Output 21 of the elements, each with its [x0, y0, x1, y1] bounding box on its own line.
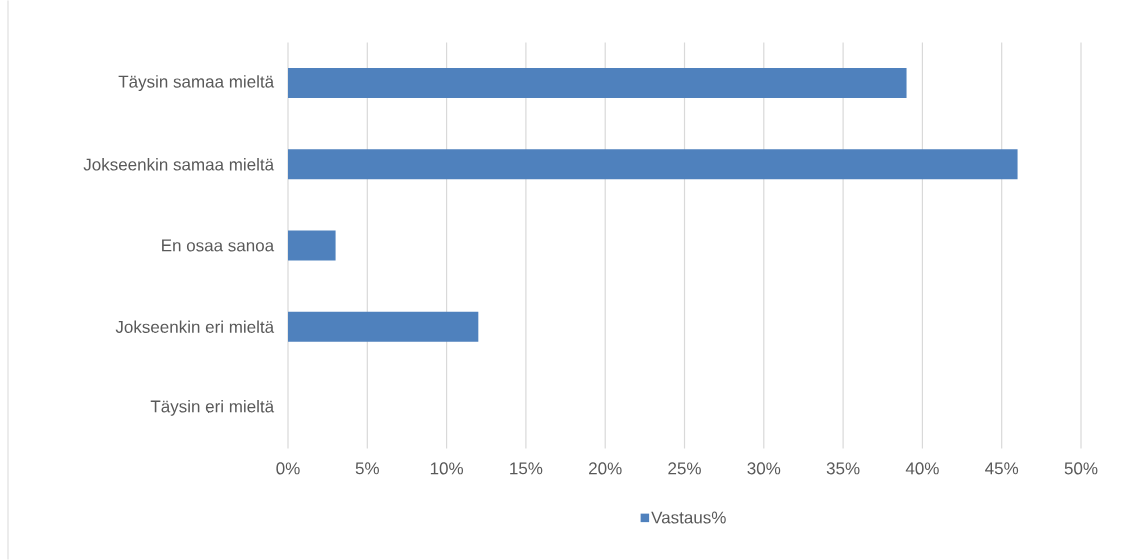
x-tick-label: 40% [905, 462, 939, 475]
y-tick-label: Jokseenkin eri mieltä [115, 320, 275, 333]
bar [288, 68, 907, 99]
x-tick-label: 50% [1064, 462, 1098, 475]
x-tick-label: 15% [510, 462, 543, 475]
x-tick-label: 10% [430, 462, 464, 475]
x-tick-label: 20% [589, 462, 622, 475]
x-tick-label: 0% [276, 462, 300, 475]
y-tick-label: Täysin eri mieltä [150, 399, 275, 416]
x-tick-label: 5% [355, 462, 379, 475]
bar [288, 149, 1018, 180]
x-tick-label: 25% [668, 462, 701, 475]
legend-label: Vastaus% [651, 511, 726, 524]
y-tick-label: Täysin samaa mieltä [118, 75, 275, 92]
y-tick-label: En osaa sanoa [162, 239, 275, 252]
bar [288, 230, 336, 261]
bar [288, 311, 479, 342]
x-tick-label: 30% [747, 462, 781, 475]
y-tick-label: Jokseenkin samaa mieltä [83, 158, 275, 171]
x-tick-label: 35% [826, 462, 860, 475]
x-tick-label: 45% [985, 462, 1019, 475]
